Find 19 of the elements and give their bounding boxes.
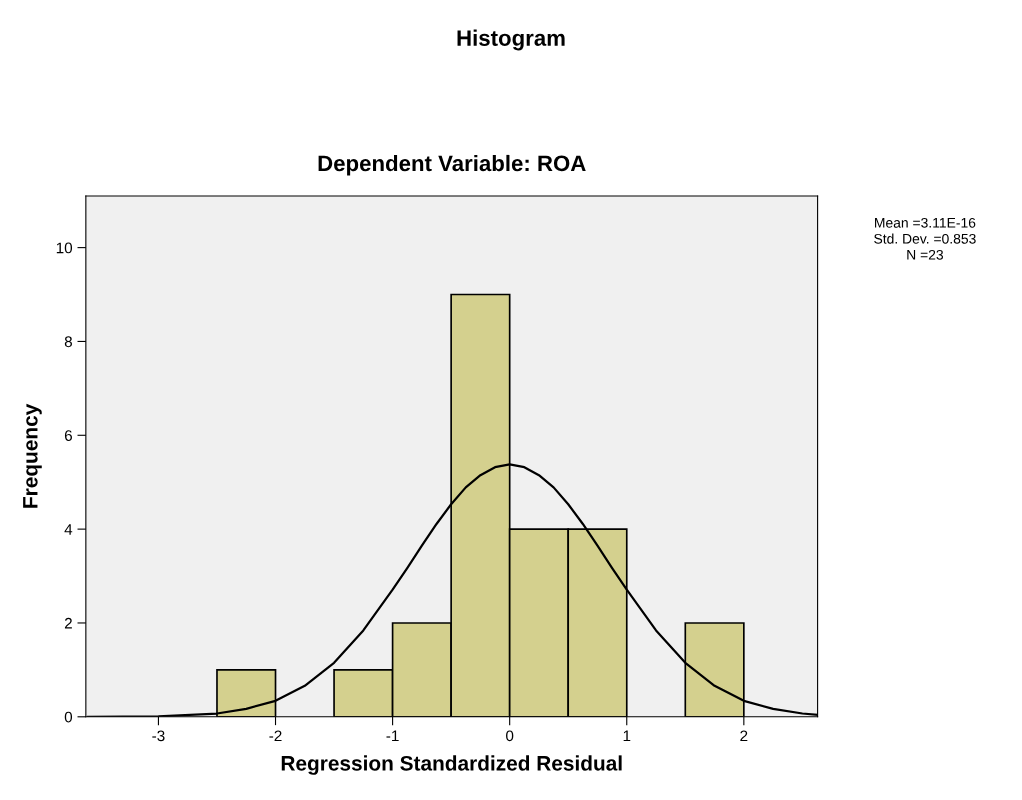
y-tick-label: 6 — [64, 430, 72, 441]
y-tick-label: 2 — [64, 617, 72, 629]
x-tick-label: 2 — [740, 730, 748, 742]
x-tick-label: -2 — [269, 730, 282, 742]
x-tick-label: 1 — [623, 730, 631, 742]
text: Std. Dev. =0.853 — [874, 233, 976, 244]
y-tick-label: 8 — [64, 336, 72, 348]
y-tick-label: 4 — [64, 524, 73, 535]
y-axis-title: Frequency — [23, 403, 42, 508]
text: N =23 — [907, 249, 944, 260]
y-tick-label: 0 — [64, 711, 73, 723]
x-axis-title: Regression Standardized Residual — [281, 755, 622, 775]
x-tick-label: -1 — [386, 730, 399, 742]
chart-subtitle: Dependent Variable: ROA — [318, 154, 586, 176]
x-tick-label: 0 — [506, 730, 514, 742]
chart-title: Histogram — [457, 29, 565, 51]
text: Mean =3.11E-16 — [875, 217, 976, 228]
x-tick-label: -3 — [152, 730, 165, 742]
y-tick-label: 10 — [56, 242, 73, 254]
